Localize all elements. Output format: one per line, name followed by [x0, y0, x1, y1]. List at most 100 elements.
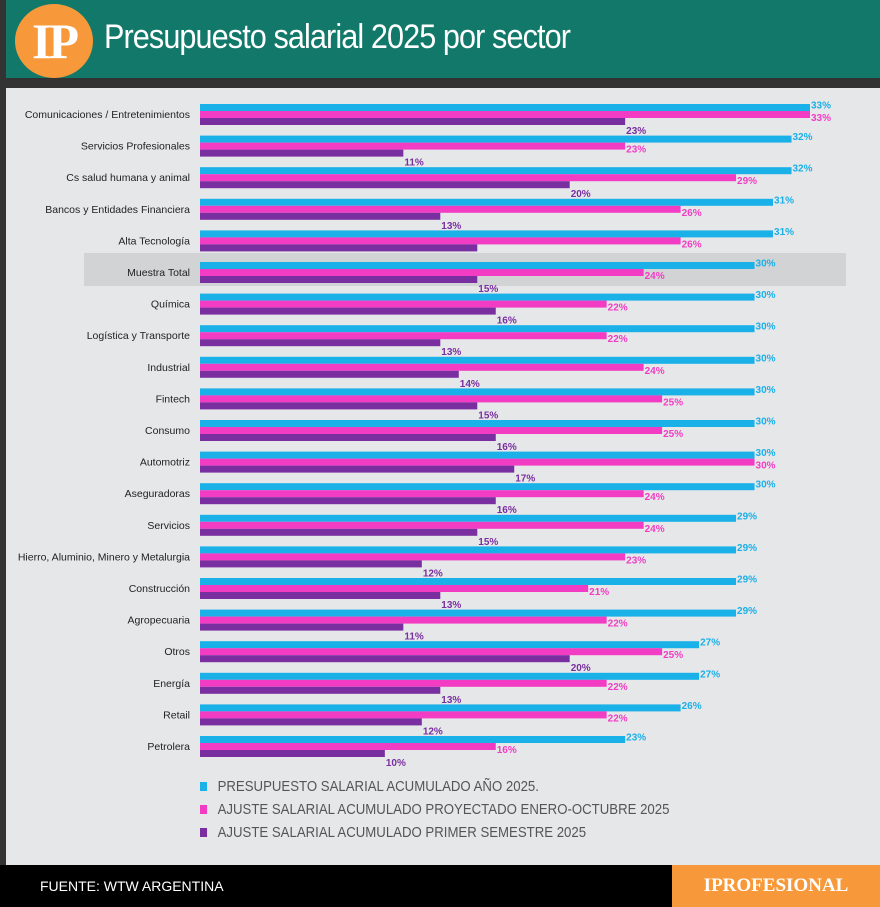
bar: [200, 490, 644, 498]
header-bar: [6, 0, 880, 78]
category-label: Logística y Transporte: [87, 330, 190, 342]
data-label: 24%: [645, 271, 665, 282]
ip-logo: IP: [15, 4, 93, 78]
bar: [200, 142, 626, 150]
legend-item: AJUSTE SALARIAL ACUMULADO PRIMER SEMESTR…: [200, 821, 669, 844]
data-label: 15%: [478, 410, 498, 421]
legend-label: AJUSTE SALARIAL ACUMULADO PROYECTADO ENE…: [217, 801, 670, 818]
data-label: 25%: [663, 397, 683, 408]
data-label: 16%: [497, 442, 517, 453]
bar: [200, 553, 626, 561]
bar: [200, 434, 496, 441]
bar: [200, 149, 404, 157]
legend-label: PRESUPUESTO SALARIAL ACUMULADO AÑO 2025.: [217, 778, 539, 795]
bar: [200, 269, 644, 276]
bar: [200, 307, 496, 315]
data-label: 13%: [441, 695, 461, 706]
data-label: 22%: [608, 303, 628, 314]
data-label: 29%: [737, 575, 757, 586]
bar: [200, 420, 755, 427]
category-label: Automotriz: [140, 457, 190, 469]
data-label: 24%: [645, 524, 665, 535]
data-label: 15%: [478, 284, 498, 295]
bar: [200, 293, 755, 301]
bar: [200, 585, 589, 592]
legend-item: AJUSTE SALARIAL ACUMULADO PROYECTADO ENE…: [200, 798, 669, 821]
legend-swatch: [200, 828, 208, 837]
category-label: Petrolera: [147, 741, 190, 753]
data-label: 24%: [645, 492, 665, 503]
bar: [200, 167, 792, 175]
data-label: 26%: [682, 208, 702, 219]
data-label: 12%: [423, 726, 443, 737]
page-title: Presupuesto salarial 2025 por sector: [104, 18, 571, 56]
bar: [200, 521, 644, 529]
category-label: Retail: [163, 709, 190, 721]
data-label: 30%: [756, 322, 776, 333]
brand-logo: IPROFESIONAL: [672, 865, 880, 907]
bar: [200, 528, 478, 536]
bar: [200, 736, 626, 743]
bar: [200, 332, 607, 340]
bar: [200, 750, 385, 757]
bar: [200, 648, 663, 656]
legend-item: PRESUPUESTO SALARIAL ACUMULADO AÑO 2025.: [200, 775, 669, 798]
bar: [200, 181, 570, 189]
bar: [200, 402, 478, 410]
category-label: Hierro, Aluminio, Minero y Metalurgia: [18, 551, 190, 563]
data-label: 31%: [774, 195, 794, 206]
bar: [200, 262, 755, 269]
bar: [200, 546, 737, 554]
data-label: 24%: [645, 366, 665, 377]
category-label: Química: [151, 299, 190, 311]
bar: [200, 655, 570, 663]
data-label: 26%: [682, 239, 702, 250]
bar: [200, 560, 422, 568]
data-label: 29%: [737, 176, 757, 187]
bar: [200, 711, 607, 719]
bar: [200, 230, 774, 238]
data-label: 31%: [774, 227, 794, 238]
category-label: Agropecuaria: [128, 615, 191, 627]
bar: [200, 609, 737, 617]
data-label: 29%: [737, 511, 757, 522]
bar: [200, 104, 810, 111]
bar: [200, 616, 607, 624]
data-label: 13%: [441, 221, 461, 232]
bar: [200, 483, 755, 491]
data-label: 21%: [589, 587, 609, 598]
category-label: Fintech: [156, 393, 191, 405]
bar: [200, 718, 422, 726]
bar: [200, 458, 755, 466]
source-note: FUENTE: WTW ARGENTINA: [40, 878, 224, 894]
data-label: 33%: [811, 101, 831, 112]
category-label: Cs salud humana y animal: [66, 172, 190, 184]
data-label: 25%: [663, 429, 683, 440]
category-label: Industrial: [147, 362, 190, 374]
data-label: 22%: [608, 619, 628, 630]
bar: [200, 592, 441, 599]
bar: [200, 578, 737, 585]
data-label: 23%: [626, 145, 646, 156]
data-label: 30%: [756, 417, 776, 428]
bar: [200, 111, 810, 118]
bar: [200, 497, 496, 505]
bar: [200, 356, 755, 364]
bar: [200, 135, 792, 143]
category-label: Aseguradoras: [125, 488, 190, 500]
bar: [200, 465, 515, 473]
bar: [200, 174, 737, 182]
data-label: 22%: [608, 334, 628, 345]
legend-label: AJUSTE SALARIAL ACUMULADO PRIMER SEMESTR…: [217, 824, 587, 841]
data-label: 30%: [756, 461, 776, 472]
data-label: 29%: [737, 543, 757, 554]
bar: [200, 623, 404, 631]
legend-swatch: [200, 782, 208, 791]
bar: [200, 686, 441, 694]
footer: FUENTE: WTW ARGENTINA IPROFESIONAL: [0, 865, 880, 907]
category-label: Otros: [164, 646, 190, 658]
data-label: 13%: [441, 347, 461, 358]
bar: [200, 679, 607, 687]
data-label: 27%: [700, 638, 720, 649]
data-label: 20%: [571, 663, 591, 674]
